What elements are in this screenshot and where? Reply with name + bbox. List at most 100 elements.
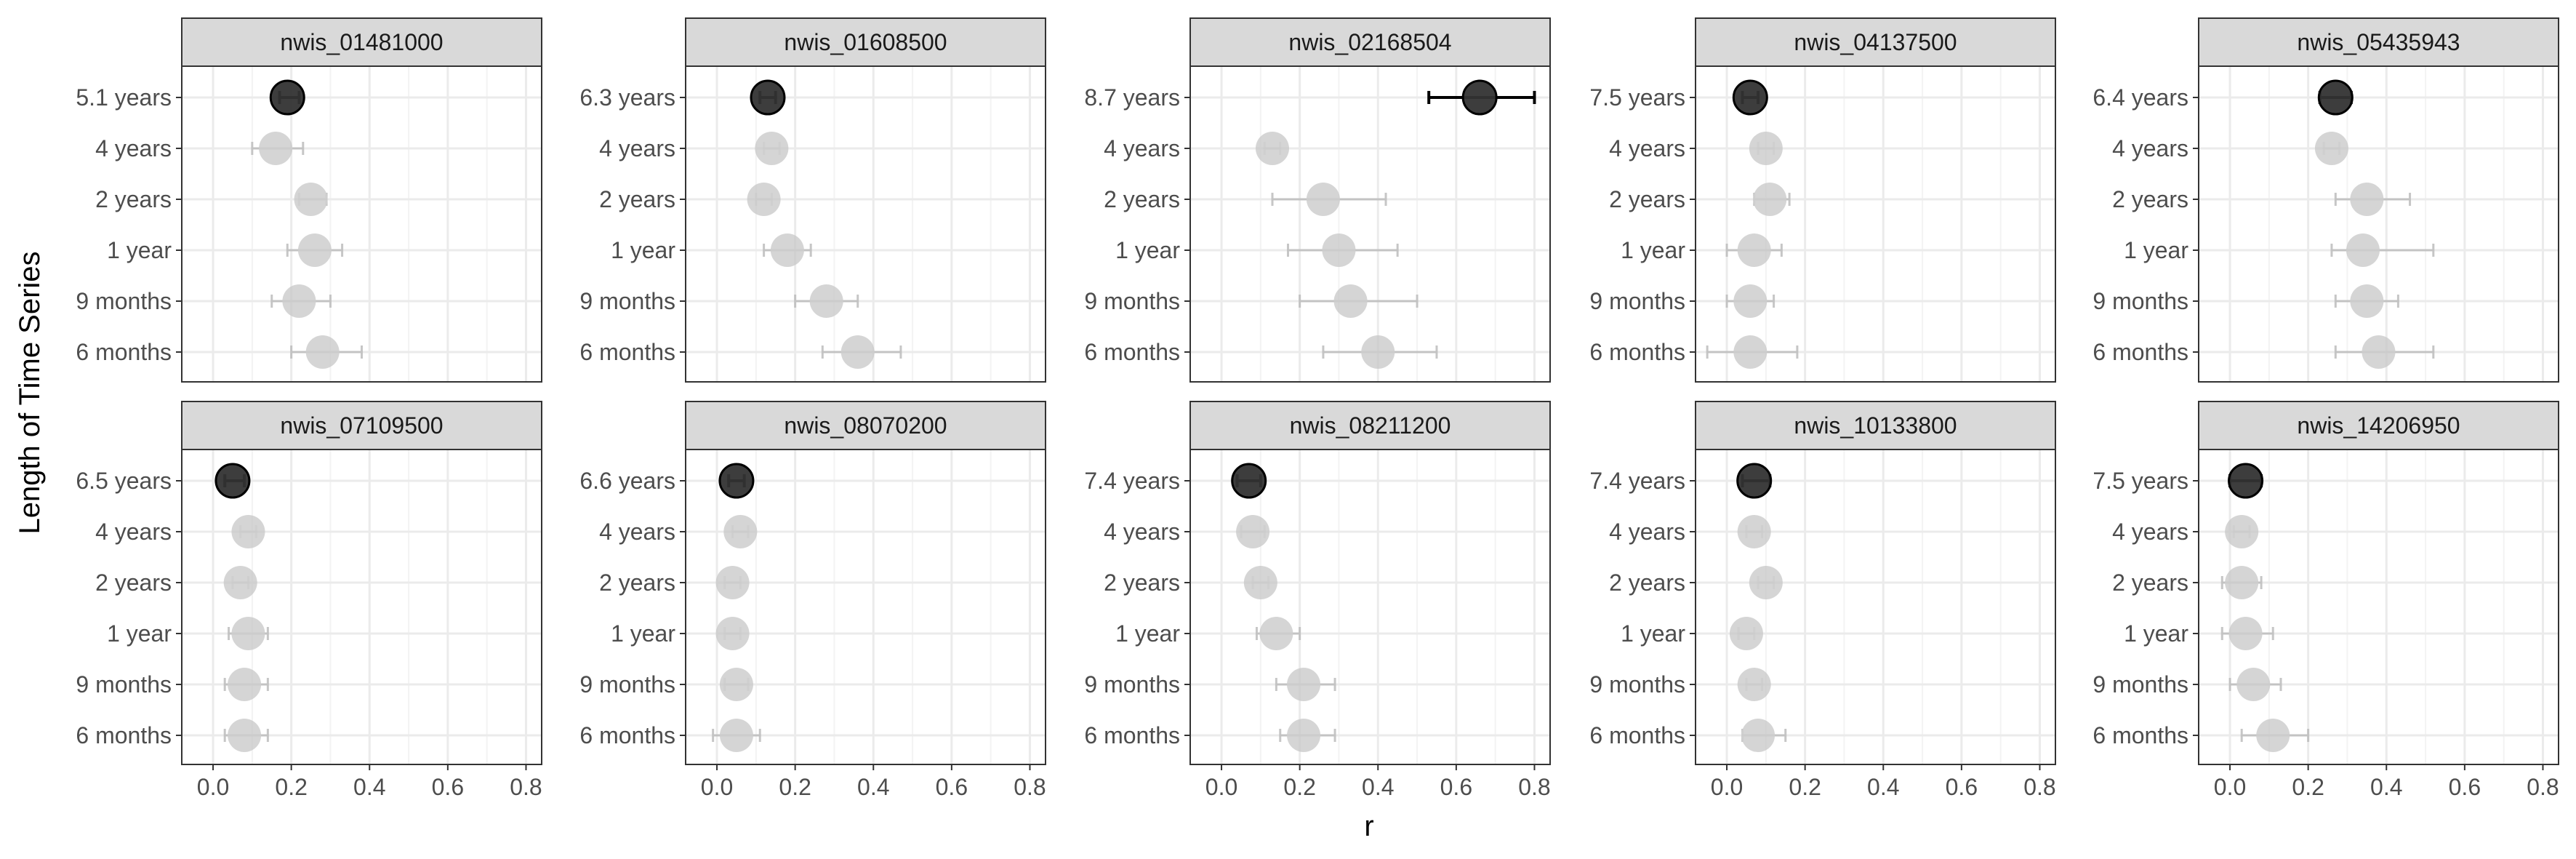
y-tick-label: 6 months [76, 722, 172, 748]
data-point-group [2225, 515, 2259, 548]
data-point [223, 566, 257, 599]
y-tick-label: 6.5 years [76, 468, 172, 494]
facet-panel: nwis_01481000 5.1 years 4 years 2 years 1 ye… [76, 17, 542, 383]
facet-strip [1189, 17, 1551, 67]
data-point-group [231, 515, 265, 548]
data-point [1306, 183, 1340, 216]
data-point-group [2240, 719, 2310, 752]
panel-background [1696, 66, 2055, 382]
data-point [2256, 719, 2290, 752]
facet-panel: nwis_04137500 7.5 years 4 years 2 years 1 ye… [1589, 17, 2056, 383]
facet-strip [2198, 401, 2559, 450]
y-tick-label: 6 months [1084, 339, 1180, 365]
y-tick-label: 9 months [1084, 671, 1180, 698]
y-tick-label: 1 year [1621, 620, 1685, 647]
facet-strip-label: nwis_07109500 [280, 412, 443, 439]
facet-strip-label: nwis_10133800 [1794, 412, 1957, 439]
x-tick-label: 0.0 [701, 774, 733, 800]
panel-background [1696, 450, 2055, 764]
y-tick-label: 6 months [76, 339, 172, 365]
y-tick-label: 5.1 years [76, 84, 172, 111]
data-point [259, 132, 293, 165]
data-point-group [1736, 463, 1773, 499]
data-point-group [228, 617, 269, 650]
y-tick-label: 6 months [579, 722, 675, 748]
facet-strip [181, 17, 542, 67]
panel-border [1695, 65, 2056, 383]
facet-strip-label: nwis_02168504 [1288, 29, 1451, 55]
highlight-point [2317, 79, 2354, 116]
y-tick-label: 8.7 years [1084, 84, 1180, 111]
data-point-group [223, 719, 269, 752]
data-point [1733, 335, 1768, 369]
y-tick-label: 2 years [1609, 570, 1685, 596]
panel-border [1695, 449, 2056, 765]
y-tick-label: 6.3 years [579, 84, 675, 111]
data-point [719, 668, 753, 701]
data-point [1749, 132, 1783, 165]
data-point-group [1255, 132, 1289, 165]
x-tick-label: 0.2 [275, 774, 307, 800]
panel-border [1189, 449, 1551, 765]
panel-border [685, 449, 1046, 765]
y-tick-label: 1 year [2124, 620, 2188, 647]
y-tick-label: 1 year [2124, 237, 2188, 263]
data-point [1259, 617, 1293, 650]
x-tick-label: 0.6 [432, 774, 464, 800]
data-point-group [719, 668, 753, 701]
y-tick-label: 4 years [1609, 519, 1685, 545]
data-point-group [715, 617, 750, 650]
panel-background [686, 450, 1046, 764]
data-point [1733, 284, 1768, 318]
data-point-group [1741, 719, 1787, 752]
y-tick-label: 2 years [1104, 186, 1180, 212]
data-point [1737, 668, 1771, 701]
facet-panel: nwis_01608500 6.3 years 4 years 2 years 1 ye… [579, 17, 1046, 383]
x-tick-label: 0.2 [1283, 774, 1315, 800]
panel-border [685, 65, 1046, 383]
data-point-group [1271, 183, 1387, 216]
x-tick-label: 0.6 [1440, 774, 1472, 800]
y-tick-label: 9 months [1589, 671, 1685, 698]
data-point [723, 515, 758, 548]
data-point [770, 233, 804, 267]
data-point [1333, 284, 1368, 318]
data-point-group [1275, 668, 1336, 701]
facet-panel: nwis_08070200 6.6 years 4 years 2 years 1 ye… [579, 401, 1046, 800]
data-point-group [294, 183, 328, 216]
x-tick-label: 0.2 [779, 774, 811, 800]
data-point-group [1737, 668, 1771, 701]
highlight-point [750, 79, 786, 116]
data-point [1749, 566, 1783, 599]
facet-strip-label: nwis_01608500 [784, 29, 947, 55]
panel-border [181, 449, 542, 765]
data-point-group [1243, 566, 1277, 599]
y-tick-label: 9 months [579, 671, 675, 698]
data-point-group [286, 233, 344, 267]
data-point-group [2330, 233, 2435, 267]
data-point [2236, 668, 2271, 701]
x-tick-label: 0.8 [510, 774, 542, 800]
x-axis-title: r [1364, 810, 1373, 842]
y-tick-label: 6 months [2093, 339, 2188, 365]
data-point-group [223, 668, 269, 701]
x-tick-label: 0.4 [857, 774, 889, 800]
panel-border [2198, 449, 2559, 765]
panel-background [2199, 450, 2559, 764]
facet-strip-label: nwis_14206950 [2297, 412, 2460, 439]
highlight-point [718, 463, 755, 499]
data-point [282, 284, 316, 318]
data-point [2225, 515, 2259, 548]
y-tick-label: 6 months [579, 339, 675, 365]
data-point [2346, 233, 2380, 267]
data-point-group [2220, 617, 2274, 650]
highlight-point [1231, 463, 1267, 499]
data-point-group [2334, 284, 2399, 318]
data-point-group [2314, 132, 2348, 165]
x-tick-label: 0.6 [2449, 774, 2481, 800]
y-tick-label: 7.5 years [1589, 84, 1685, 111]
y-tick-label: 6 months [1589, 722, 1685, 748]
data-point [809, 284, 843, 318]
data-point-group [1322, 335, 1438, 369]
y-tick-label: 4 years [599, 135, 675, 161]
